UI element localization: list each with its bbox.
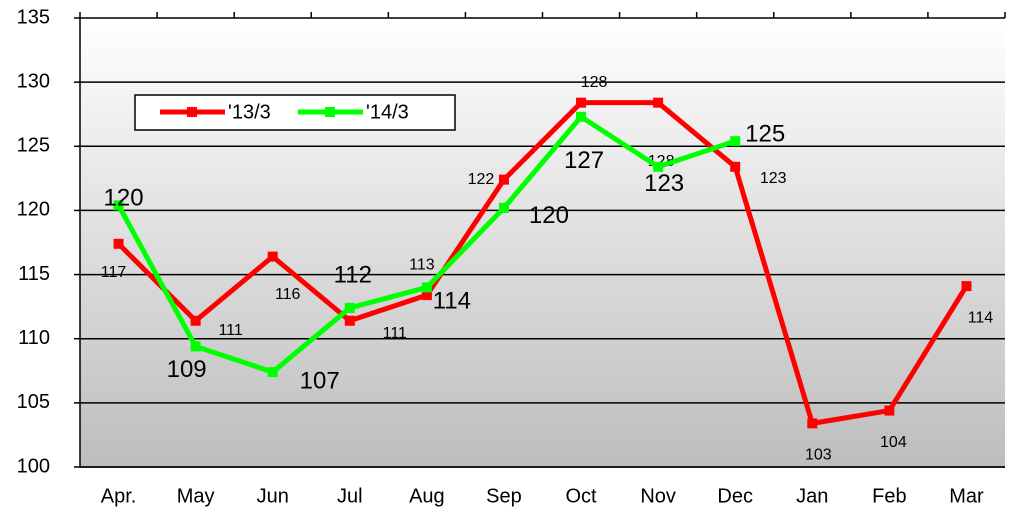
point-marker	[730, 161, 741, 172]
x-tick-label: Aug	[409, 485, 445, 507]
data-label: 111	[218, 322, 242, 339]
x-tick-label: Dec	[717, 485, 753, 507]
point-marker	[498, 202, 509, 213]
y-tick-label: 130	[17, 70, 50, 92]
data-label: 112	[334, 261, 372, 288]
point-marker	[653, 97, 664, 108]
plot-area	[80, 18, 1005, 467]
y-tick-label: 120	[17, 199, 50, 221]
data-label: 123	[644, 170, 684, 197]
data-label: 107	[300, 367, 340, 394]
y-tick-label: 115	[18, 263, 50, 285]
y-tick-label: 125	[17, 135, 50, 157]
point-marker	[498, 174, 509, 185]
data-label: 117	[101, 264, 127, 281]
data-label: 103	[805, 447, 832, 464]
data-label: 122	[468, 171, 495, 188]
x-tick-label: Oct	[565, 485, 597, 507]
point-marker	[884, 405, 895, 416]
series-line	[116, 100, 969, 426]
point-marker	[576, 111, 587, 122]
x-tick-label: Jan	[796, 485, 828, 507]
point-marker	[344, 315, 355, 326]
data-label: 104	[880, 434, 907, 451]
data-label: 109	[167, 356, 207, 383]
point-marker	[190, 315, 201, 326]
x-tick-label: Nov	[640, 485, 676, 507]
data-label: 120	[104, 185, 144, 212]
data-label: 125	[745, 120, 785, 147]
point-marker	[807, 418, 818, 429]
x-tick-label: Mar	[949, 485, 984, 507]
point-marker	[421, 282, 432, 293]
legend-marker	[187, 107, 197, 117]
x-tick-label: Apr.	[101, 485, 137, 507]
y-tick-label: 135	[17, 6, 50, 28]
point-marker	[730, 136, 741, 147]
point-marker	[113, 238, 124, 249]
data-label: 114	[968, 309, 994, 326]
legend-label: '14/3	[366, 101, 409, 123]
point-marker	[421, 290, 432, 301]
data-label: 116	[275, 286, 301, 303]
data-label: 114	[433, 288, 471, 315]
data-label: 120	[529, 202, 569, 229]
y-tick-label: 105	[17, 391, 50, 413]
point-marker	[576, 97, 587, 108]
y-tick-label: 110	[18, 327, 50, 349]
point-marker	[653, 161, 664, 172]
legend-label: '13/3	[228, 101, 271, 123]
x-tick-label: Jun	[257, 485, 289, 507]
data-label: 113	[409, 256, 435, 273]
point-marker	[344, 302, 355, 313]
legend-marker	[325, 107, 335, 117]
point-marker	[267, 251, 278, 262]
data-label: 127	[564, 147, 604, 174]
point-marker	[267, 367, 278, 378]
data-label: 111	[383, 325, 407, 342]
x-tick-label: May	[177, 485, 215, 507]
point-marker	[113, 200, 124, 211]
x-tick-label: Feb	[872, 485, 906, 507]
x-tick-label: Sep	[486, 485, 522, 507]
data-label: 123	[760, 170, 787, 187]
y-tick-label: 100	[17, 455, 50, 477]
data-label: 128	[581, 74, 608, 91]
point-marker	[961, 281, 972, 292]
point-marker	[190, 341, 201, 352]
x-tick-label: Jul	[337, 485, 363, 507]
